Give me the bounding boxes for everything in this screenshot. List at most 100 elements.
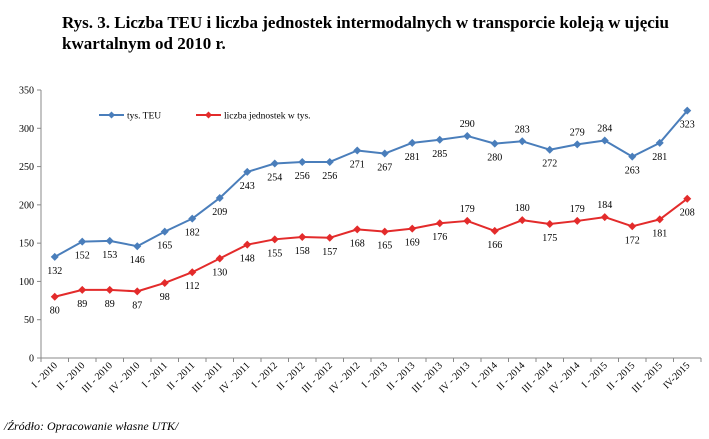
series-0-marker — [325, 157, 334, 166]
series-1-data-label: 176 — [432, 232, 447, 243]
series-0-marker — [490, 139, 499, 148]
series-0-marker — [573, 140, 582, 149]
series-0-marker — [518, 137, 527, 146]
legend-label-0: tys. TEU — [127, 112, 161, 122]
series-1-marker — [298, 233, 307, 242]
series-0-data-label: 267 — [377, 163, 392, 174]
series-0-data-label: 272 — [542, 159, 557, 170]
series-1-marker — [50, 292, 59, 301]
x-tick-label: IV - 2011 — [217, 360, 252, 395]
series-1-data-label: 98 — [160, 292, 170, 303]
series-0-marker — [133, 242, 142, 251]
series-0-marker — [78, 237, 87, 246]
series-1-marker — [325, 233, 334, 242]
series-0-data-label: 165 — [157, 241, 172, 252]
y-tick-label: 350 — [19, 86, 34, 97]
series-1-data-label: 130 — [212, 267, 227, 278]
series-1-marker — [105, 285, 114, 294]
series-0-marker — [50, 252, 59, 261]
series-1-marker — [243, 240, 252, 249]
series-1-marker — [518, 216, 527, 225]
series-0-marker — [655, 138, 664, 147]
series-1-data-label: 179 — [570, 204, 585, 215]
x-tick-label: IV - 2010 — [107, 360, 142, 395]
series-1-data-label: 148 — [240, 254, 255, 265]
series-0-marker — [105, 236, 114, 245]
legend-marker-0 — [108, 111, 115, 119]
series-1-data-label: 155 — [267, 248, 282, 259]
y-tick-label: 100 — [19, 277, 34, 288]
series-1-data-label: 169 — [405, 238, 420, 249]
series-1-data-label: 87 — [132, 300, 142, 311]
series-1-data-label: 89 — [77, 299, 87, 310]
legend-label-1: liczba jednostek w tys. — [224, 112, 311, 122]
series-0-marker — [243, 167, 252, 176]
series-0-marker — [545, 145, 554, 154]
series-1-data-label: 112 — [185, 281, 200, 292]
series-1-data-label: 157 — [322, 247, 337, 258]
series-0-marker — [600, 136, 609, 145]
series-1-marker — [435, 219, 444, 228]
series-1-data-label: 80 — [50, 306, 60, 317]
series-1-marker — [133, 287, 142, 296]
x-tick-label: IV - 2012 — [327, 360, 362, 395]
series-1-data-label: 179 — [460, 204, 475, 215]
series-1-marker — [188, 268, 197, 277]
y-tick-label: 300 — [19, 124, 34, 135]
x-tick-label: IV-2015 — [661, 360, 692, 391]
series-0-data-label: 284 — [597, 124, 612, 135]
series-0-data-label: 279 — [570, 127, 585, 138]
series-0-marker — [188, 214, 197, 223]
y-tick-label: 150 — [19, 239, 34, 250]
series-1-marker — [628, 222, 637, 231]
series-1-marker — [683, 194, 692, 203]
series-1-marker — [463, 216, 472, 225]
series-1-data-label: 180 — [515, 203, 530, 214]
series-0-data-label: 281 — [652, 152, 667, 163]
series-1-data-label: 165 — [377, 241, 392, 252]
x-tick-label: III - 2015 — [630, 360, 665, 395]
series-1-marker — [78, 285, 87, 294]
series-1-data-label: 172 — [625, 235, 640, 246]
series-0-data-label: 146 — [130, 255, 145, 266]
series-0-data-label: 132 — [47, 266, 62, 277]
series-1-marker — [490, 226, 499, 235]
series-0-marker — [463, 131, 472, 140]
series-1-marker — [573, 216, 582, 225]
series-0-marker — [380, 149, 389, 158]
series-1-data-label: 181 — [652, 228, 667, 239]
series-0-data-label: 256 — [322, 171, 337, 182]
series-0-marker — [628, 152, 637, 161]
series-0-marker — [160, 227, 169, 236]
series-1-marker — [215, 254, 224, 263]
series-0-marker — [683, 106, 692, 115]
series-1-data-label: 158 — [295, 246, 310, 257]
y-tick-label: 250 — [19, 162, 34, 173]
series-0-data-label: 182 — [185, 228, 200, 239]
series-0-marker — [408, 138, 417, 147]
series-0-marker — [215, 193, 224, 202]
series-0-data-label: 209 — [212, 207, 227, 218]
x-tick-label: IV - 2013 — [437, 360, 472, 395]
series-0-marker — [435, 135, 444, 144]
series-0-marker — [298, 157, 307, 166]
series-1-data-label: 208 — [680, 208, 695, 219]
series-0-data-label: 152 — [75, 251, 90, 262]
y-tick-label: 0 — [29, 354, 34, 365]
series-0-data-label: 153 — [102, 250, 117, 261]
series-1-data-label: 89 — [105, 299, 115, 310]
series-0-data-label: 280 — [487, 153, 502, 164]
series-1-marker — [545, 220, 554, 228]
series-line-1 — [54, 197, 688, 298]
series-0-data-label: 285 — [432, 149, 447, 160]
series-0-marker — [353, 146, 362, 155]
series-0-data-label: 256 — [295, 171, 310, 182]
x-tick-label: IV - 2014 — [547, 360, 582, 395]
series-0-data-label: 254 — [267, 173, 282, 184]
series-1-marker — [655, 215, 664, 224]
series-1-data-label: 184 — [597, 200, 612, 211]
series-1-data-label: 168 — [350, 238, 365, 249]
chart-title: Rys. 3. Liczba TEU i liczba jednostek in… — [62, 13, 669, 53]
series-0-data-label: 283 — [515, 124, 530, 135]
